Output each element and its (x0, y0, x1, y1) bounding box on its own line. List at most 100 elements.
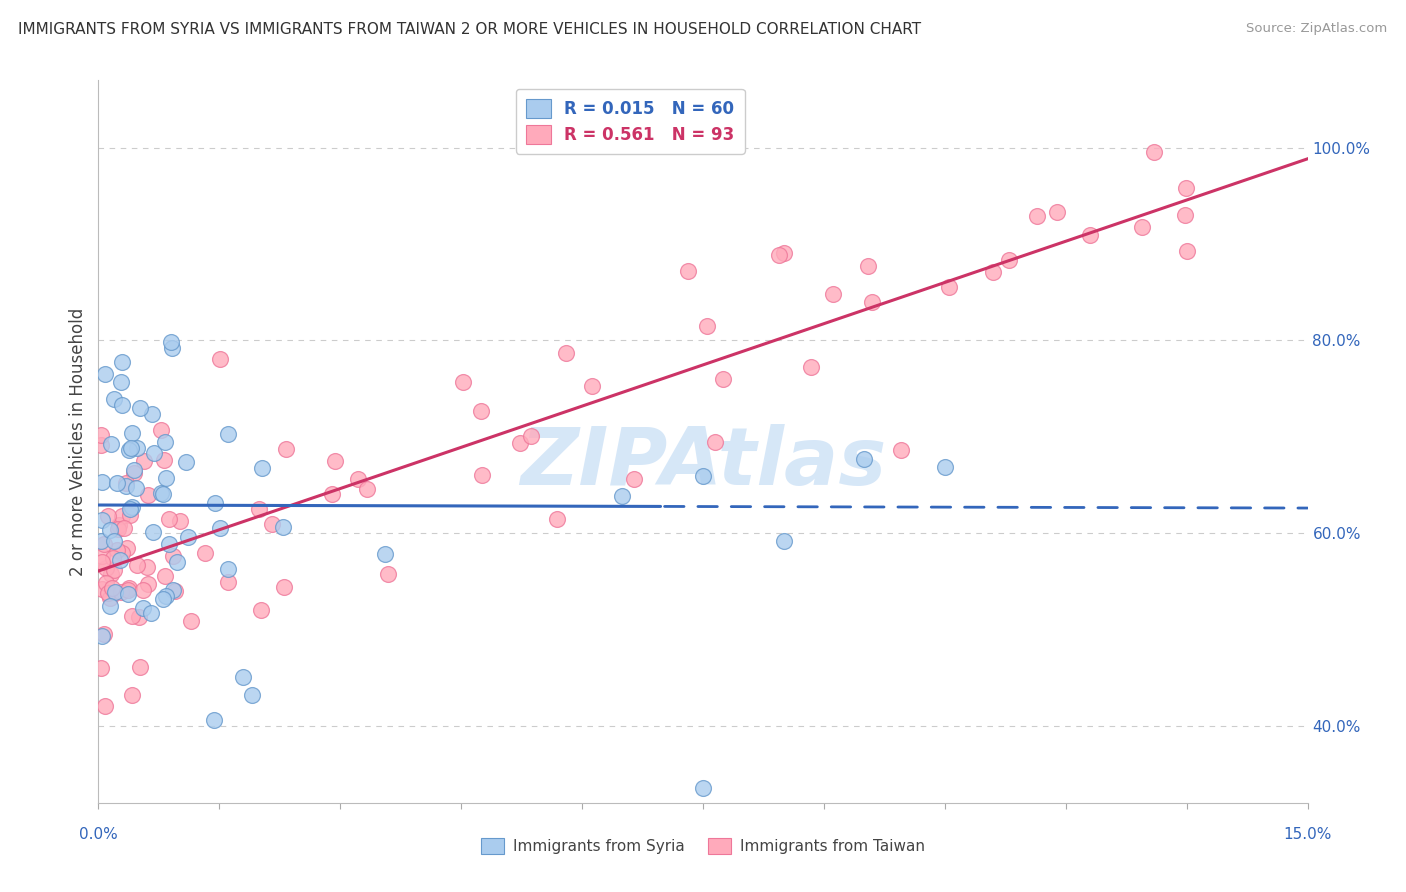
Point (209, 521, 232, 535)
Point (90, 549, 112, 564)
Point (98, 591, 121, 606)
Point (111, 509, 134, 524)
Point (93, 627, 115, 641)
Point (800, 359, 823, 374)
Point (132, 583, 155, 598)
Point (112, 521, 135, 535)
Text: 0.0%: 0.0% (79, 827, 118, 842)
Point (90, 661, 112, 675)
Point (136, 488, 159, 502)
Point (180, 614, 202, 628)
Point (128, 401, 150, 416)
Point (120, 441, 142, 455)
Point (1025, 209, 1047, 223)
Point (132, 600, 155, 615)
Point (997, 252, 1019, 267)
Point (93, 537, 115, 551)
Point (981, 265, 1004, 279)
Point (136, 577, 159, 591)
Point (110, 584, 132, 599)
Point (240, 688, 263, 702)
Point (90, 427, 112, 442)
Point (139, 606, 162, 620)
Point (142, 524, 165, 539)
Point (853, 452, 876, 467)
Point (692, 781, 714, 796)
Point (623, 472, 645, 486)
Point (117, 581, 139, 595)
Point (94, 699, 117, 714)
Point (90, 438, 112, 452)
Point (374, 547, 396, 561)
Point (860, 294, 883, 309)
Point (938, 279, 960, 293)
Point (676, 264, 699, 278)
Point (117, 541, 139, 556)
Point (134, 454, 156, 468)
Legend: Immigrants from Syria, Immigrants from Taiwan: Immigrants from Syria, Immigrants from T… (475, 832, 931, 860)
Point (160, 335, 183, 350)
Point (890, 442, 912, 457)
Point (110, 553, 132, 567)
Point (176, 455, 198, 469)
Point (120, 508, 142, 523)
Point (217, 562, 239, 576)
Point (177, 530, 200, 544)
Point (94, 575, 117, 590)
Point (1046, 205, 1069, 219)
Point (125, 558, 148, 572)
Point (125, 441, 148, 455)
Point (149, 486, 172, 500)
Point (98, 599, 121, 613)
Point (153, 569, 176, 583)
Point (823, 287, 845, 301)
Point (772, 533, 794, 548)
Point (121, 426, 143, 441)
Point (347, 472, 370, 486)
Point (232, 670, 254, 684)
Point (103, 533, 125, 548)
Point (856, 259, 879, 273)
Point (773, 245, 796, 260)
Point (160, 341, 183, 355)
Text: 15.0%: 15.0% (1284, 827, 1331, 842)
Point (117, 583, 139, 598)
Point (100, 437, 122, 451)
Point (519, 428, 541, 442)
Point (105, 542, 128, 557)
Point (128, 610, 150, 624)
Point (136, 560, 159, 574)
Point (166, 555, 188, 569)
Point (209, 352, 232, 367)
Point (91, 629, 114, 643)
Point (193, 546, 215, 560)
Point (169, 514, 191, 528)
Point (121, 688, 143, 702)
Point (110, 355, 132, 369)
Point (581, 379, 603, 393)
Point (323, 454, 346, 468)
Point (321, 487, 343, 501)
Point (249, 502, 271, 516)
Point (554, 346, 576, 360)
Point (274, 442, 297, 457)
Point (704, 435, 727, 450)
Point (546, 512, 568, 526)
Point (217, 575, 239, 590)
Point (125, 481, 148, 495)
Y-axis label: 2 or more Vehicles in Household: 2 or more Vehicles in Household (69, 308, 87, 575)
Point (143, 446, 166, 460)
Point (103, 563, 125, 577)
Point (204, 496, 226, 510)
Point (612, 489, 634, 503)
Point (121, 500, 143, 515)
Point (260, 516, 283, 531)
Point (1174, 208, 1197, 222)
Point (165, 584, 187, 599)
Point (271, 520, 294, 534)
Point (94, 367, 117, 381)
Point (1177, 244, 1199, 259)
Point (128, 660, 150, 674)
Point (98, 523, 121, 537)
Point (471, 467, 494, 482)
